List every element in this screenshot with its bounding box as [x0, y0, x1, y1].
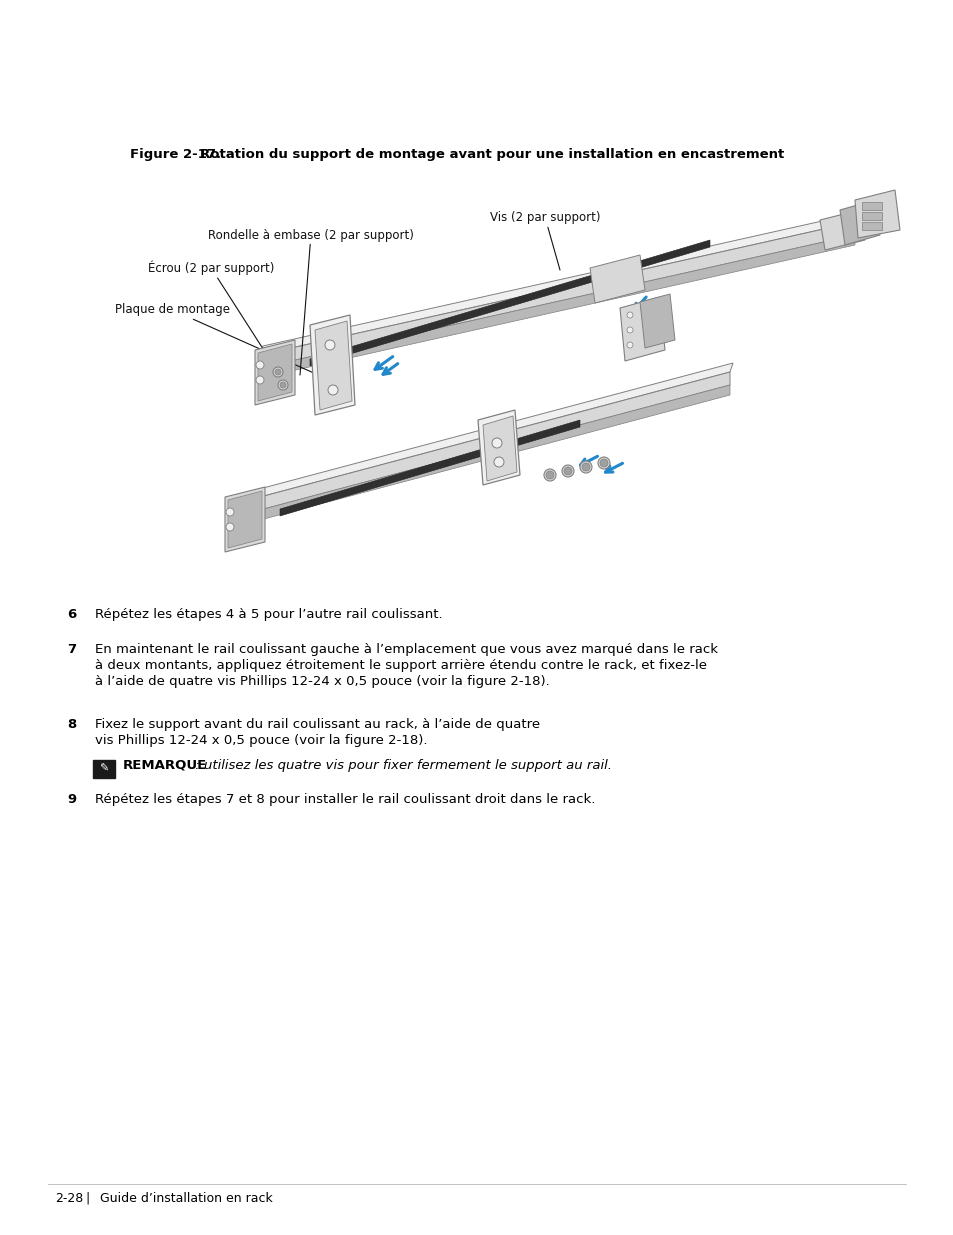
- Circle shape: [226, 508, 233, 516]
- Text: Figure 2-17.: Figure 2-17.: [130, 148, 221, 161]
- Text: : utilisez les quatre vis pour fixer fermement le support au rail.: : utilisez les quatre vis pour fixer fer…: [191, 760, 612, 772]
- Circle shape: [626, 327, 633, 333]
- Text: Rotation du support de montage avant pour une installation en encastrement: Rotation du support de montage avant pou…: [200, 148, 783, 161]
- Circle shape: [325, 340, 335, 350]
- Bar: [862, 203, 882, 210]
- Polygon shape: [482, 416, 517, 480]
- Text: |: |: [85, 1192, 90, 1205]
- Circle shape: [494, 457, 503, 467]
- Circle shape: [226, 522, 233, 531]
- Circle shape: [599, 459, 607, 467]
- Polygon shape: [230, 363, 732, 505]
- Text: 8: 8: [67, 718, 76, 731]
- Polygon shape: [228, 492, 262, 548]
- Polygon shape: [260, 235, 854, 378]
- Circle shape: [581, 463, 589, 471]
- Polygon shape: [840, 200, 879, 245]
- Circle shape: [280, 382, 286, 388]
- Circle shape: [626, 342, 633, 348]
- Circle shape: [545, 471, 554, 479]
- Polygon shape: [230, 385, 729, 529]
- Circle shape: [561, 466, 574, 477]
- Text: En maintenant le rail coulissant gauche à l’emplacement que vous avez marqué dan: En maintenant le rail coulissant gauche …: [95, 643, 718, 656]
- Text: Écrou (2 par support): Écrou (2 par support): [148, 261, 283, 380]
- Text: Vis (2 par support): Vis (2 par support): [490, 211, 599, 270]
- Text: Rondelle à embase (2 par support): Rondelle à embase (2 par support): [208, 228, 414, 375]
- Bar: [862, 222, 882, 230]
- Polygon shape: [280, 420, 579, 516]
- Polygon shape: [254, 340, 294, 405]
- Text: Plaque de montage: Plaque de montage: [115, 304, 325, 378]
- Polygon shape: [257, 345, 292, 401]
- Text: 2-28: 2-28: [55, 1192, 83, 1205]
- Polygon shape: [854, 190, 899, 238]
- Circle shape: [255, 375, 264, 384]
- Text: Guide d’installation en rack: Guide d’installation en rack: [100, 1192, 273, 1205]
- Circle shape: [579, 461, 592, 473]
- Text: 7: 7: [67, 643, 76, 656]
- Text: Répétez les étapes 4 à 5 pour l’autre rail coulissant.: Répétez les étapes 4 à 5 pour l’autre ra…: [95, 608, 442, 621]
- Circle shape: [563, 467, 572, 475]
- Polygon shape: [589, 254, 644, 303]
- Polygon shape: [619, 296, 664, 361]
- Circle shape: [255, 361, 264, 369]
- Circle shape: [273, 367, 283, 377]
- Circle shape: [543, 469, 556, 480]
- Polygon shape: [314, 321, 352, 410]
- Bar: [862, 212, 882, 220]
- Text: vis Phillips 12-24 x 0,5 pouce (voir la figure 2-18).: vis Phillips 12-24 x 0,5 pouce (voir la …: [95, 734, 427, 747]
- Circle shape: [328, 385, 337, 395]
- Polygon shape: [639, 294, 675, 348]
- Circle shape: [626, 312, 633, 317]
- Polygon shape: [230, 372, 729, 517]
- Text: Fixez le support avant du rail coulissant au rack, à l’aide de quatre: Fixez le support avant du rail coulissan…: [95, 718, 539, 731]
- Text: 9: 9: [67, 793, 76, 806]
- Bar: [92, 760, 115, 778]
- Text: à l’aide de quatre vis Phillips 12-24 x 0,5 pouce (voir la figure 2-18).: à l’aide de quatre vis Phillips 12-24 x …: [95, 676, 549, 688]
- Text: à deux montants, appliquez étroitement le support arrière étendu contre le rack,: à deux montants, appliquez étroitement l…: [95, 659, 706, 672]
- Circle shape: [598, 457, 609, 469]
- Polygon shape: [260, 222, 854, 368]
- Polygon shape: [225, 487, 265, 552]
- Text: 6: 6: [67, 608, 76, 621]
- Circle shape: [492, 438, 501, 448]
- Polygon shape: [260, 212, 857, 354]
- Circle shape: [277, 380, 288, 390]
- Polygon shape: [820, 210, 864, 249]
- Circle shape: [274, 369, 281, 375]
- Polygon shape: [477, 410, 519, 485]
- Text: Répétez les étapes 7 et 8 pour installer le rail coulissant droit dans le rack.: Répétez les étapes 7 et 8 pour installer…: [95, 793, 595, 806]
- Text: ✎: ✎: [99, 764, 109, 774]
- Polygon shape: [310, 240, 709, 366]
- Text: REMARQUE: REMARQUE: [123, 760, 207, 772]
- Polygon shape: [310, 315, 355, 415]
